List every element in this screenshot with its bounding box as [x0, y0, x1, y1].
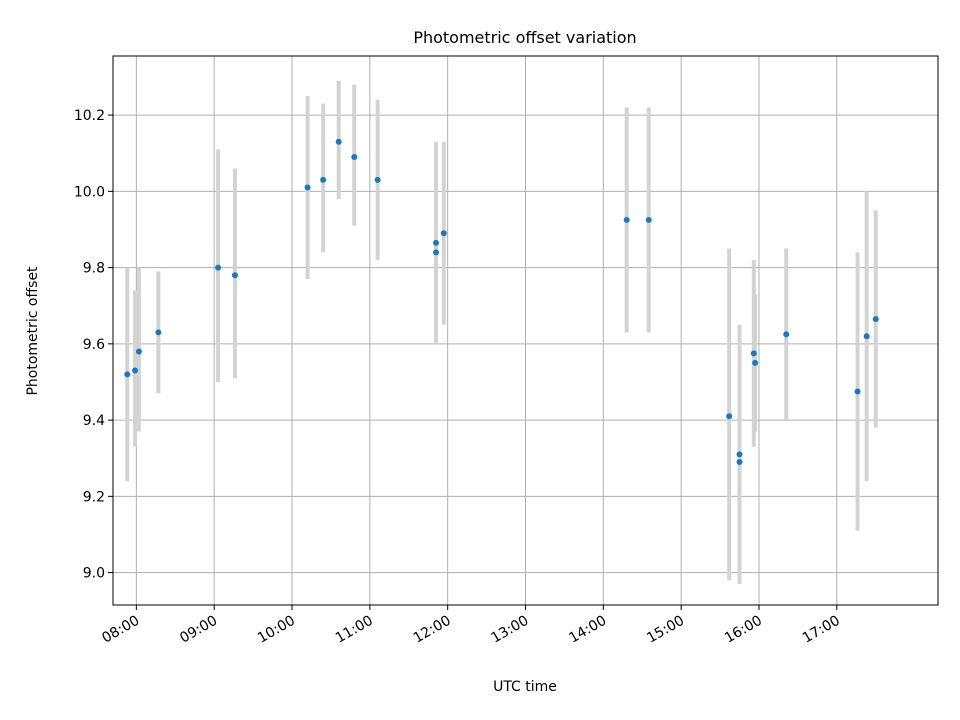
data-point [124, 371, 131, 378]
data-point [432, 239, 439, 246]
data-point [645, 216, 652, 223]
y-tick-label: 10.2 [74, 108, 105, 124]
x-axis-label: UTC time [493, 679, 557, 695]
data-point [736, 459, 743, 466]
data-point [320, 176, 327, 183]
data-point [854, 388, 861, 395]
data-point [736, 451, 743, 458]
data-point [374, 176, 381, 183]
data-point [872, 316, 879, 323]
data-point [623, 216, 630, 223]
data-points [124, 138, 879, 466]
grid-layer [113, 56, 938, 605]
data-point [304, 184, 311, 191]
y-tick-label: 9.8 [83, 261, 105, 277]
data-point [726, 413, 733, 420]
data-point [752, 359, 759, 366]
data-point [351, 154, 358, 161]
data-point [135, 348, 142, 355]
data-point [440, 230, 447, 237]
data-point [231, 272, 238, 279]
y-tick-label: 9.0 [83, 566, 105, 582]
y-tick-label: 9.2 [83, 489, 105, 505]
y-axis-label: Photometric offset [25, 266, 41, 396]
data-point [155, 329, 162, 336]
data-point [335, 138, 342, 145]
data-point [132, 367, 139, 374]
y-tick-label: 9.6 [83, 337, 105, 353]
data-point [783, 331, 790, 338]
data-point [750, 350, 757, 357]
data-point [432, 249, 439, 256]
y-tick-label: 9.4 [83, 413, 105, 429]
y-tick-label: 10.0 [74, 184, 105, 200]
chart-title: Photometric offset variation [413, 28, 636, 47]
data-point [215, 264, 222, 271]
data-point [863, 333, 870, 340]
